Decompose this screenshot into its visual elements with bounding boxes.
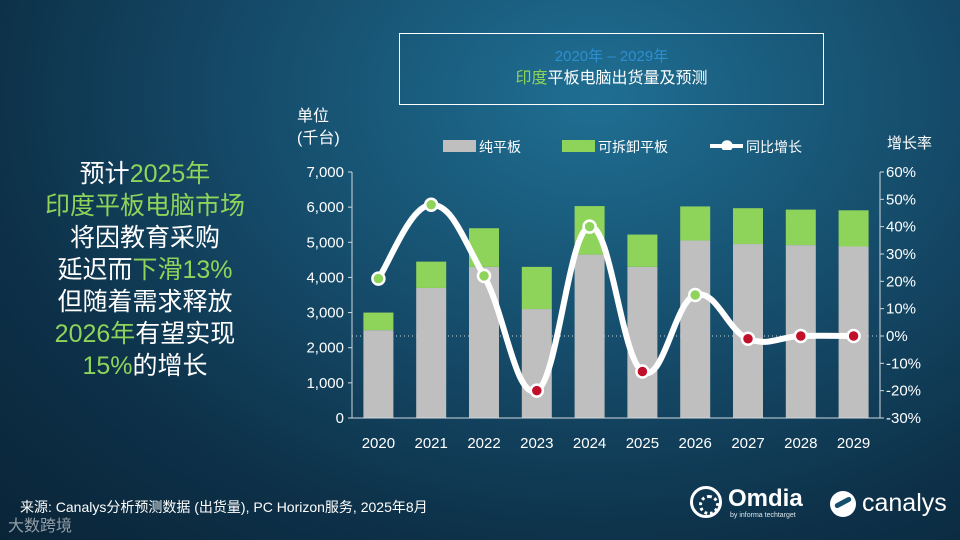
- y2-tick-label: 10%: [886, 301, 916, 318]
- bar-detachable-2028: [785, 209, 816, 246]
- legend-swatch-pure-tablet: [443, 140, 476, 152]
- y2-axis-label: 增长率: [887, 135, 933, 152]
- bar-detachable-2029: [838, 210, 869, 247]
- bar-pure-tablet-2023: [521, 309, 552, 418]
- bar-detachable-2025: [627, 234, 658, 267]
- headline-line-3: 将因教育采购: [69, 224, 220, 252]
- bar-pure-tablet-2026: [680, 240, 711, 418]
- chart-tick-labels: 0 1,000 2,000 3,000 4,000 5,000 6,000 7,000 -30%…: [306, 164, 921, 452]
- y-tick-label: 1,000: [306, 375, 344, 392]
- headline-line-1: 预计2025年: [20, 158, 270, 190]
- y-tick-label: 6,000: [306, 199, 344, 216]
- bar-pure-tablet-2020: [363, 330, 394, 418]
- y2-tick-label: -20%: [886, 383, 921, 400]
- headline-l1-a: 预计: [79, 160, 130, 188]
- y-tick-label: 0: [336, 410, 344, 427]
- x-tick-label: 2025: [626, 435, 659, 452]
- growth-point-2028: [793, 328, 809, 344]
- omdia-logo-sub: by informa techtarget: [730, 512, 796, 519]
- y2-tick-label: -30%: [886, 410, 921, 427]
- bar-pure-tablet-2024: [574, 254, 605, 418]
- chart-title-main: 印度平板电脑出货量及预测: [400, 69, 823, 89]
- headline-l6-a: 2026年: [54, 320, 136, 348]
- chart-title-rest: 平板电脑出货量及预测: [547, 70, 708, 87]
- headline-l7-b: 的增长: [132, 352, 208, 380]
- bar-pure-tablet-2025: [627, 266, 658, 418]
- bar-detachable-2026: [680, 206, 711, 241]
- growth-point-2022: [476, 268, 492, 284]
- growth-point-2021: [423, 197, 439, 213]
- headline-line-2: 印度平板电脑市场: [44, 192, 245, 220]
- headline-line-7: 15%的增长: [20, 350, 270, 382]
- headline-text: 预计2025年 印度平板电脑市场 将因教育采购 延迟而下滑13% 但随着需求释放…: [20, 158, 270, 382]
- y2-tick-label: 40%: [886, 219, 916, 236]
- y2-tick-label: 20%: [886, 273, 916, 290]
- bar-pure-tablet-2021: [416, 287, 447, 418]
- headline-l4-b: 下滑13%: [132, 256, 233, 284]
- legend-label-pure-tablet: 纯平板: [479, 139, 521, 155]
- omdia-logo-word: Omdia: [728, 485, 803, 512]
- x-tick-label: 2023: [520, 435, 553, 452]
- y-tick-label: 5,000: [306, 234, 344, 251]
- headline-l6-b: 有望实现: [135, 320, 236, 348]
- omdia-logo: Omdia by informa techtarget: [690, 485, 820, 520]
- x-tick-label: 2028: [784, 435, 817, 452]
- canalys-logo-icon: [830, 491, 856, 517]
- y2-tick-label: 50%: [886, 191, 916, 208]
- headline-l7-a: 15%: [82, 352, 133, 380]
- growth-point-2029: [846, 328, 861, 344]
- canalys-logo: canalys: [830, 488, 950, 518]
- omdia-logo-icon: [690, 486, 722, 518]
- y-axis-unit-line2: (千台): [297, 130, 340, 147]
- legend-label-detachable: 可拆卸平板: [598, 139, 668, 155]
- chart-title-years: 2020年 – 2029年: [554, 48, 669, 65]
- headline-l4-a: 延迟而: [57, 256, 133, 284]
- x-tick-label: 2020: [362, 435, 395, 452]
- headline-line-6: 2026年有望实现: [20, 318, 270, 350]
- x-tick-label: 2021: [415, 435, 448, 452]
- x-tick-label: 2029: [837, 435, 870, 452]
- y2-tick-label: 60%: [886, 164, 916, 181]
- growth-line-path: [375, 201, 857, 395]
- y-axis-unit-line1: 单位: [297, 108, 330, 125]
- canalys-logo-word: canalys: [862, 489, 947, 517]
- y2-tick-label: -10%: [886, 355, 921, 372]
- y-tick-label: 2,000: [306, 340, 344, 357]
- legend-label-growth: 同比增长: [746, 139, 802, 155]
- y-tick-label: 4,000: [306, 269, 344, 286]
- y-tick-label: 7,000: [306, 164, 344, 181]
- source-footnote: 来源: Canalys分析预测数据 (出货量), PC Horizon服务, 2…: [20, 499, 428, 515]
- x-tick-label: 2022: [467, 435, 500, 452]
- legend-line-growth: [710, 140, 743, 150]
- chart-axes: [348, 171, 884, 419]
- y-axis-unit-label: 单位 (千台): [297, 106, 340, 150]
- y2-tick-label: 0%: [886, 328, 908, 345]
- growth-point-2026: [687, 287, 703, 303]
- x-tick-label: 2026: [679, 435, 712, 452]
- y-tick-label: 3,000: [306, 305, 344, 322]
- bar-pure-tablet-2022: [469, 266, 499, 418]
- x-tick-label: 2027: [731, 435, 764, 452]
- headline-line-4: 延迟而下滑13%: [20, 254, 270, 286]
- chart-bars: [363, 206, 869, 418]
- chart-title-box: 2020年 – 2029年 印度平板电脑出货量及预测: [399, 33, 824, 105]
- growth-point-2025: [635, 364, 650, 379]
- headline-line-5: 但随着需求释放: [57, 288, 233, 316]
- bar-detachable-2020: [363, 312, 394, 331]
- bar-detachable-2027: [733, 208, 763, 245]
- headline-l1-b: 2025年: [129, 160, 211, 188]
- growth-point-2024: [582, 219, 597, 234]
- bar-detachable-2021: [416, 261, 447, 288]
- chart-title-india: 印度: [515, 70, 548, 87]
- y2-tick-label: 30%: [886, 246, 916, 263]
- watermark-text: 大数跨境: [8, 518, 73, 535]
- growth-point-2023: [529, 383, 545, 398]
- legend-swatch-detachable: [562, 140, 595, 152]
- growth-point-2020: [371, 271, 386, 286]
- growth-line-series: [371, 197, 861, 398]
- x-tick-label: 2024: [573, 435, 606, 452]
- growth-point-2027: [740, 331, 756, 346]
- bar-detachable-2023: [521, 266, 552, 310]
